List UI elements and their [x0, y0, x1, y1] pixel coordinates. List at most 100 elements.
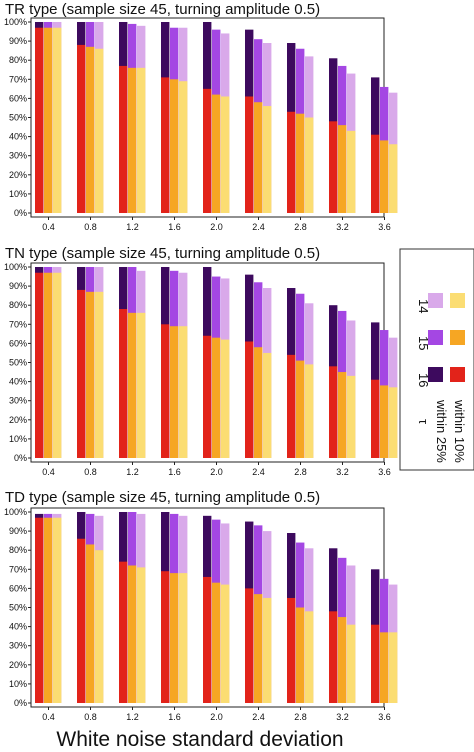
- x-tick-label: 0.4: [42, 467, 55, 477]
- x-tick-label: 3.2: [336, 222, 349, 232]
- bar-tau15-within10: [380, 632, 389, 703]
- y-tick-label: 80%: [9, 545, 27, 555]
- bar-tau15-within10: [212, 337, 221, 458]
- bar-tau16-within10: [329, 366, 338, 458]
- bar-tau14-within10: [53, 272, 62, 458]
- y-tick-label: 20%: [9, 170, 27, 180]
- bar-tau15-within10: [296, 360, 305, 458]
- legend-tau-label: τ: [416, 419, 431, 425]
- bar-tau16-within10: [119, 309, 128, 458]
- bar-tau14-within10: [263, 106, 272, 213]
- bar-tau16-within10: [329, 121, 338, 213]
- bar-tau16-within10: [161, 324, 170, 458]
- bar-tau16-within10: [287, 354, 296, 458]
- x-tick-label: 1.2: [126, 467, 139, 477]
- bar-tau15-within10: [338, 617, 347, 703]
- bar-tau16-within10: [119, 561, 128, 703]
- x-tick-label: 2.8: [294, 222, 307, 232]
- bar-tau15-within10: [254, 102, 263, 213]
- bar-tau15-within10: [254, 594, 263, 703]
- x-tick-label: 0.8: [84, 467, 97, 477]
- bar-tau16-within10: [77, 538, 86, 703]
- y-tick-label: 80%: [9, 55, 27, 65]
- x-tick-label: 1.6: [168, 222, 181, 232]
- bar-tau14-within10: [305, 364, 314, 458]
- bar-tau14-within10: [347, 624, 356, 703]
- x-tick-label: 3.6: [378, 222, 391, 232]
- y-tick-label: 90%: [9, 526, 27, 536]
- x-tick-label: 2.0: [210, 467, 223, 477]
- bar-tau16-within10: [371, 379, 380, 458]
- bar-tau15-within10: [128, 565, 137, 703]
- x-tick-label: 3.2: [336, 712, 349, 722]
- bar-tau14-within10: [305, 611, 314, 703]
- x-tick-label: 1.2: [126, 712, 139, 722]
- y-tick-label: 100%: [4, 507, 27, 517]
- bar-tau16-within10: [161, 571, 170, 703]
- chart-panel-1: TR type (sample size 45, turning amplitu…: [4, 1, 398, 232]
- bar-tau15-within10: [128, 67, 137, 213]
- bar-tau16-within10: [119, 65, 128, 214]
- y-tick-label: 70%: [9, 319, 27, 329]
- bar-tau15-within10: [212, 582, 221, 703]
- y-tick-label: 30%: [9, 396, 27, 406]
- bar-tau16-within10: [35, 272, 44, 458]
- bar-tau16-within10: [371, 134, 380, 213]
- bar-tau16-within10: [245, 96, 254, 213]
- bar-tau15-within10: [44, 27, 53, 214]
- x-axis-label: White noise standard deviation: [56, 728, 343, 751]
- bar-tau15-within10: [170, 79, 179, 213]
- y-tick-label: 0%: [14, 698, 27, 708]
- bar-tau16-within10: [203, 335, 212, 458]
- legend-col-15: 15: [416, 336, 431, 350]
- bar-tau14-within10: [95, 291, 104, 458]
- legend: 14 15 16 τ within 25% within 10%: [399, 248, 474, 471]
- chart-panel-3: TD type (sample size 45, turning amplitu…: [4, 489, 398, 722]
- chart-title: TR type (sample size 45, turning amplitu…: [5, 1, 320, 18]
- bar-tau16-within10: [245, 588, 254, 703]
- bar-tau16-within10: [203, 88, 212, 213]
- bar-tau15-within10: [170, 573, 179, 703]
- bar-tau14-within10: [221, 96, 230, 213]
- y-tick-label: 0%: [14, 453, 27, 463]
- bar-tau15-within10: [86, 291, 95, 458]
- legend-col-14: 14: [416, 299, 431, 313]
- bar-tau16-within10: [371, 624, 380, 703]
- bar-tau15-within10: [296, 607, 305, 703]
- x-tick-label: 2.4: [252, 467, 265, 477]
- x-tick-label: 1.2: [126, 222, 139, 232]
- y-tick-label: 70%: [9, 74, 27, 84]
- bar-tau15-within10: [86, 544, 95, 703]
- x-tick-label: 2.4: [252, 712, 265, 722]
- y-tick-label: 80%: [9, 300, 27, 310]
- legend-col-16: 16: [416, 373, 431, 387]
- bar-tau16-within10: [161, 77, 170, 213]
- y-tick-label: 20%: [9, 415, 27, 425]
- legend-swatch-tau15-within25: [428, 330, 443, 345]
- bar-tau14-within10: [95, 48, 104, 213]
- y-tick-label: 50%: [9, 358, 27, 368]
- y-tick-label: 90%: [9, 281, 27, 291]
- y-tick-label: 10%: [9, 189, 27, 199]
- y-tick-label: 60%: [9, 338, 27, 348]
- bar-tau14-within10: [305, 117, 314, 213]
- bar-tau16-within10: [245, 341, 254, 458]
- x-tick-label: 2.8: [294, 467, 307, 477]
- bar-tau16-within10: [77, 289, 86, 458]
- y-tick-label: 50%: [9, 113, 27, 123]
- bar-tau15-within10: [380, 140, 389, 213]
- x-tick-label: 2.8: [294, 712, 307, 722]
- x-tick-label: 0.4: [42, 712, 55, 722]
- bar-tau15-within10: [86, 46, 95, 213]
- y-tick-label: 90%: [9, 36, 27, 46]
- y-tick-label: 0%: [14, 208, 27, 218]
- legend-swatch-tau16-within25: [428, 367, 443, 382]
- bar-tau15-within10: [44, 272, 53, 458]
- bar-tau16-within10: [35, 517, 44, 703]
- x-tick-label: 1.6: [168, 712, 181, 722]
- y-tick-label: 50%: [9, 603, 27, 613]
- y-tick-label: 70%: [9, 564, 27, 574]
- y-tick-label: 100%: [4, 262, 27, 272]
- y-tick-label: 30%: [9, 641, 27, 651]
- bar-tau14-within10: [347, 375, 356, 458]
